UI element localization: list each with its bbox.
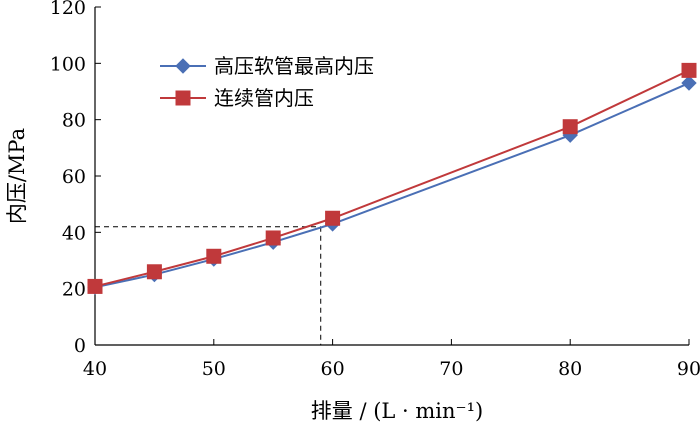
x-axis-title: 排量 / (L · min⁻¹) [311,399,483,423]
data-point [87,278,103,294]
data-point [265,230,281,246]
y-tick-label: 20 [62,279,86,301]
x-tick-label: 80 [558,358,582,380]
data-point [681,62,697,78]
series-2 [87,62,697,294]
series-layer [87,62,697,295]
legend-marker [175,58,191,74]
tick-labels: 0 20 40 60 80 100 120 40 50 60 70 80 90 [50,0,700,380]
reference-lines [95,226,322,345]
series-1 [87,75,697,295]
data-point [206,248,222,264]
data-point [562,119,578,135]
data-point [146,264,162,280]
axes [94,7,689,346]
y-tick-label: 120 [50,0,86,19]
x-tick-label: 60 [321,358,345,380]
x-tick-label: 40 [83,358,107,380]
y-tick-label: 40 [62,222,86,244]
y-tick-label: 80 [62,110,86,132]
legend-label: 高压软管最高内压 [214,54,374,78]
y-tick-label: 60 [62,166,86,188]
y-tick-label: 100 [50,53,86,75]
x-tick-label: 90 [677,358,700,380]
y-tick-label: 0 [74,335,86,357]
y-axis-title: 内压/MPa [5,128,29,224]
legend-label: 连续管内压 [214,86,314,110]
data-point [681,75,697,91]
data-point [325,210,341,226]
x-tick-label: 70 [439,358,463,380]
legend-marker [175,90,191,106]
tick-marks [94,6,690,346]
x-tick-label: 50 [202,358,226,380]
